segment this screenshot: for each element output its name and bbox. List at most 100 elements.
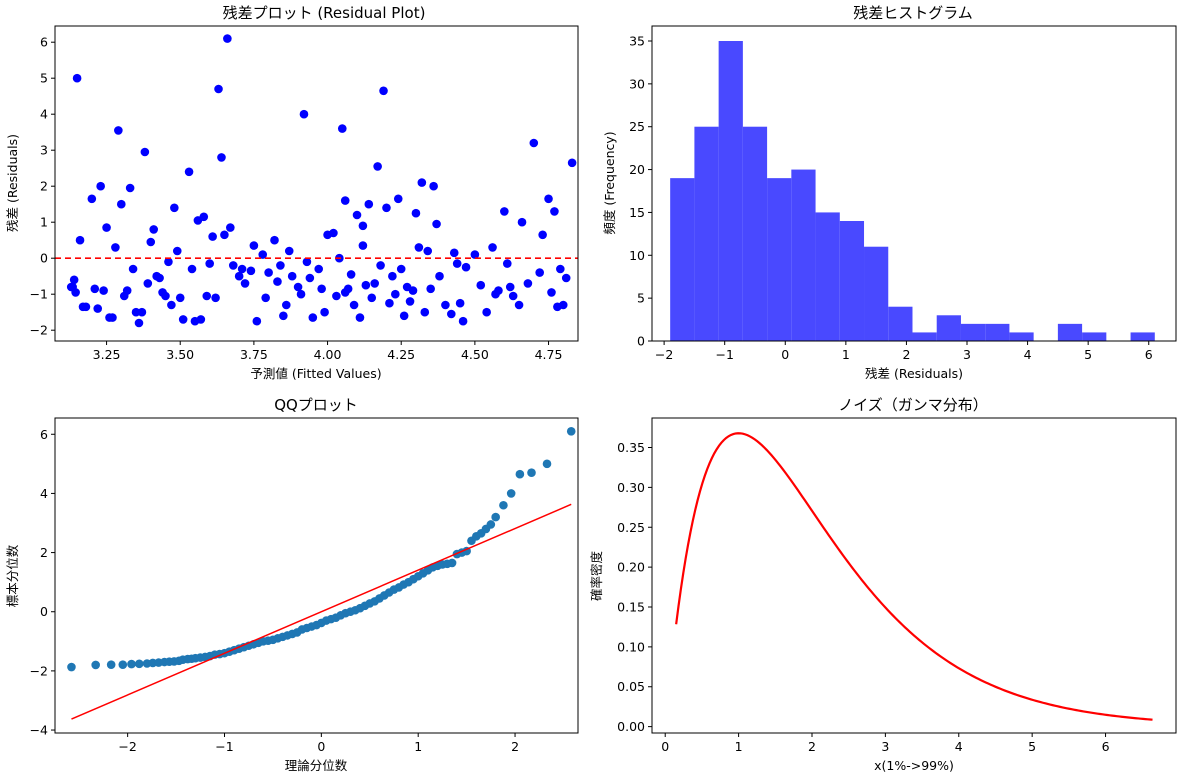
residual-point [105, 313, 114, 322]
residual-ytick-label: 4 [40, 107, 48, 122]
histogram-bar [839, 221, 865, 341]
residual-point [252, 316, 262, 326]
residual-point [279, 311, 288, 321]
residual-point [217, 153, 226, 162]
histogram-bar [767, 178, 792, 341]
residual-point [296, 289, 306, 299]
histogram-bar [1009, 332, 1034, 341]
qq-ylabel: 標本分位数 [5, 544, 20, 607]
residual-point [226, 223, 235, 232]
histogram-xtick-label: 1 [842, 347, 850, 362]
residual-point [393, 194, 403, 204]
qq-point [134, 659, 144, 669]
residual-point [90, 284, 100, 294]
qq-point [491, 512, 500, 522]
gamma-ytick-label: 0.35 [617, 440, 645, 455]
histogram-ytick-label: 30 [629, 76, 645, 91]
histogram-bar [1057, 323, 1083, 341]
histogram-ytick-label: 35 [629, 34, 645, 49]
residual-point [355, 313, 365, 322]
residual-point [488, 243, 497, 252]
qq-point [515, 469, 525, 479]
qq-xtick-label: 1 [414, 739, 422, 754]
gamma-density-line [675, 432, 1153, 721]
residual-point [385, 298, 394, 308]
histogram-bar [960, 323, 986, 341]
residual-point [458, 316, 468, 326]
residual-xlabel: 予測値 (Fitted Values) [250, 366, 381, 381]
residual-point [196, 315, 206, 324]
residual-point [299, 109, 309, 119]
qq-point [118, 660, 128, 669]
residual-point [332, 291, 341, 301]
residual-point [358, 241, 368, 250]
residual-point [75, 235, 85, 245]
residual-point [137, 307, 147, 317]
histogram-bar [1130, 332, 1155, 341]
histogram-ytick-label: 10 [629, 248, 645, 263]
gamma-ytick-label: 0.10 [617, 639, 645, 654]
residual-point [329, 228, 338, 238]
gamma-panel: ノイズ（ガンマ分布） 0 1 2 3 4 5 6 0.00 0.05 0.10 0.15 0.20 0… [589, 396, 1177, 773]
gamma-xtick-label: 3 [881, 739, 889, 754]
qq-xtick-label: −1 [215, 739, 233, 754]
histogram-xtick-label: 4 [1024, 347, 1032, 362]
qq-ytick-label: 2 [40, 545, 48, 560]
histogram-bar [912, 332, 937, 341]
residual-point [429, 181, 438, 191]
residual-point [523, 279, 533, 288]
residual-point [237, 264, 247, 274]
histogram-xtick-label: 0 [781, 347, 789, 362]
residual-point [276, 261, 285, 270]
residual-xtick-label: 4.50 [461, 347, 489, 362]
qq-ytick-label: 0 [40, 604, 48, 619]
residual-point [449, 248, 459, 258]
residual-point [379, 86, 388, 96]
histogram-bar [742, 126, 768, 341]
gamma-xtick-label: 5 [1028, 739, 1036, 754]
residual-ytick-label: 1 [40, 215, 48, 230]
residual-point [69, 275, 79, 285]
residual-point [96, 181, 105, 191]
residual-xtick-label: 4.00 [314, 347, 342, 362]
qq-frame [54, 417, 579, 734]
gamma-ytick-label: 0.15 [617, 600, 645, 615]
residual-point [205, 259, 214, 268]
residual-point [358, 221, 368, 231]
qq-ytick-label: 6 [40, 427, 48, 442]
residual-point [556, 264, 565, 274]
residual-point [270, 235, 279, 245]
residual-point [258, 250, 268, 259]
gamma-ytick-label: 0.00 [617, 719, 645, 734]
residual-point [99, 286, 108, 295]
residual-point [396, 264, 406, 274]
histogram-panel: 残差ヒストグラム −2 −1 0 1 2 3 4 5 6 0 5 10 15 20 25 30 35 残差 (… [602, 4, 1177, 381]
residual-point [452, 259, 462, 268]
residual-ytick-label: 0 [40, 251, 48, 266]
residual-point [111, 243, 120, 252]
residual-panel: 残差プロット (Residual Plot) 3.25 3.50 3.75 4.00 4… [5, 4, 579, 381]
gamma-xtick-label: 2 [808, 739, 816, 754]
residual-point [293, 282, 303, 292]
residual-point [143, 279, 153, 288]
residual-point [508, 291, 518, 301]
residual-point [249, 241, 259, 250]
residual-point [491, 289, 500, 299]
residual-point [482, 307, 491, 317]
gamma-ytick-label: 0.20 [617, 560, 645, 575]
residual-point [349, 300, 359, 310]
residual-point [382, 203, 391, 213]
qq-xtick-label: 2 [511, 739, 519, 754]
residual-point [187, 264, 197, 274]
gamma-ylabel: 確率密度 [589, 551, 604, 602]
residual-frame [54, 25, 579, 342]
histogram-bar [985, 323, 1010, 341]
residual-point [220, 230, 229, 240]
residual-point [125, 183, 135, 193]
residual-point [287, 271, 297, 281]
histogram-xtick-label: −1 [715, 347, 733, 362]
residual-point [281, 300, 291, 310]
qq-point [447, 558, 457, 568]
histogram-ytick-label: 25 [629, 119, 645, 134]
residual-point [567, 158, 577, 168]
